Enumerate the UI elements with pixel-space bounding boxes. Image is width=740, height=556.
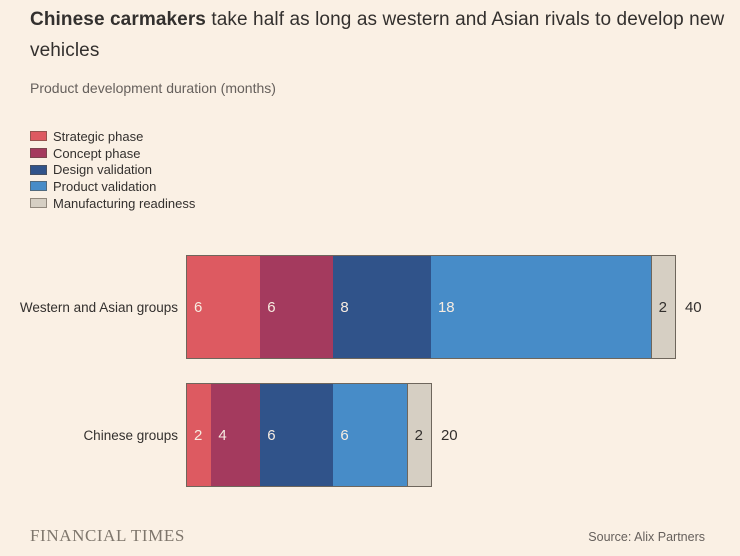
segment-value: 6 bbox=[194, 298, 203, 316]
bar-row: Western and Asian groups 6 6 8 18 2 40 bbox=[0, 255, 740, 359]
chart-title-bold: Chinese carmakers bbox=[30, 9, 206, 30]
legend-swatch-icon bbox=[30, 131, 47, 142]
legend-swatch-icon bbox=[30, 164, 47, 175]
total-label: 20 bbox=[440, 426, 458, 444]
segment-value: 2 bbox=[194, 426, 203, 444]
legend-swatch-icon bbox=[30, 181, 47, 192]
bar-segment: 6 bbox=[187, 256, 261, 358]
segment-value: 2 bbox=[414, 426, 423, 444]
ft-logo: FINANCIAL TIMES bbox=[30, 526, 185, 545]
legend-label: Design validation bbox=[53, 162, 153, 178]
segment-value: 6 bbox=[267, 426, 276, 444]
chart-subtitle: Product development duration (months) bbox=[30, 80, 276, 96]
bar-segment: 6 bbox=[333, 384, 407, 486]
legend-swatch-icon bbox=[30, 198, 47, 209]
legend-item: Design validation bbox=[30, 161, 195, 178]
segment-value: 18 bbox=[437, 298, 455, 316]
legend-label: Strategic phase bbox=[53, 128, 144, 144]
stacked-bar-chart: Western and Asian groups 6 6 8 18 2 40 Chinese … bbox=[0, 255, 740, 511]
segment-value: 8 bbox=[340, 298, 349, 316]
segment-value: 2 bbox=[658, 298, 667, 316]
legend-label: Concept phase bbox=[53, 145, 141, 161]
bar-segment: 4 bbox=[211, 384, 261, 486]
category-label: Chinese groups bbox=[83, 427, 178, 443]
legend: Strategic phase Concept phase Design valid… bbox=[30, 128, 195, 211]
bar-segment: 18 bbox=[430, 256, 651, 358]
segment-value: 4 bbox=[218, 426, 227, 444]
legend-label: Product validation bbox=[53, 178, 157, 194]
chart-title-rest: take half as long as western and Asian r… bbox=[30, 9, 725, 61]
legend-swatch-icon bbox=[30, 148, 47, 159]
category-label: Western and Asian groups bbox=[19, 299, 178, 315]
segment-value: 6 bbox=[340, 426, 349, 444]
legend-item: Strategic phase bbox=[30, 128, 195, 145]
legend-item: Concept phase bbox=[30, 145, 195, 162]
bar-segment: 2 bbox=[406, 384, 431, 486]
legend-item: Manufacturing readiness bbox=[30, 195, 195, 212]
bar-segment: 2 bbox=[187, 384, 212, 486]
bar-segment: 8 bbox=[333, 256, 431, 358]
stacked-bar: 6 6 8 18 2 bbox=[186, 255, 676, 359]
chart-title: Chinese carmakers take half as long as w… bbox=[30, 4, 732, 66]
source-label: Source: Alix Partners bbox=[588, 530, 705, 544]
bar-segment: 6 bbox=[260, 256, 334, 358]
legend-label: Manufacturing readiness bbox=[53, 195, 196, 211]
legend-item: Product validation bbox=[30, 178, 195, 195]
bar-segment: 2 bbox=[650, 256, 675, 358]
segment-value: 6 bbox=[267, 298, 276, 316]
bar-row: Chinese groups 2 4 6 6 2 20 bbox=[0, 383, 740, 487]
total-label: 40 bbox=[684, 298, 702, 316]
bar-segment: 6 bbox=[260, 384, 334, 486]
